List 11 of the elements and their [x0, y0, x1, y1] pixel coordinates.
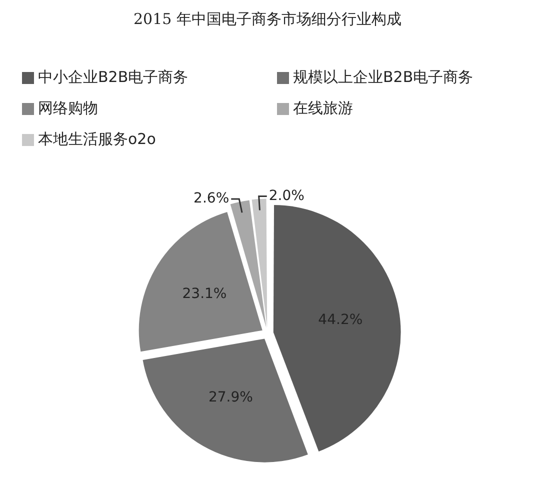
data-label: 44.2% — [318, 312, 363, 328]
data-label: 2.6% — [194, 190, 230, 207]
legend-label: 网络购物 — [38, 99, 98, 118]
legend-label: 中小企业B2B电子商务 — [38, 68, 188, 87]
data-label: 27.9% — [208, 389, 253, 406]
legend-label: 在线旅游 — [293, 99, 353, 118]
chart-title: 2015 年中国电子商务市场细分行业构成 — [132, 10, 402, 29]
data-label: 23.1% — [182, 286, 227, 302]
legend-label: 本地生活服务o2o — [38, 130, 156, 149]
data-label: 2.0% — [268, 188, 304, 204]
legend-label: 规模以上企业B2B电子商务 — [293, 68, 474, 87]
